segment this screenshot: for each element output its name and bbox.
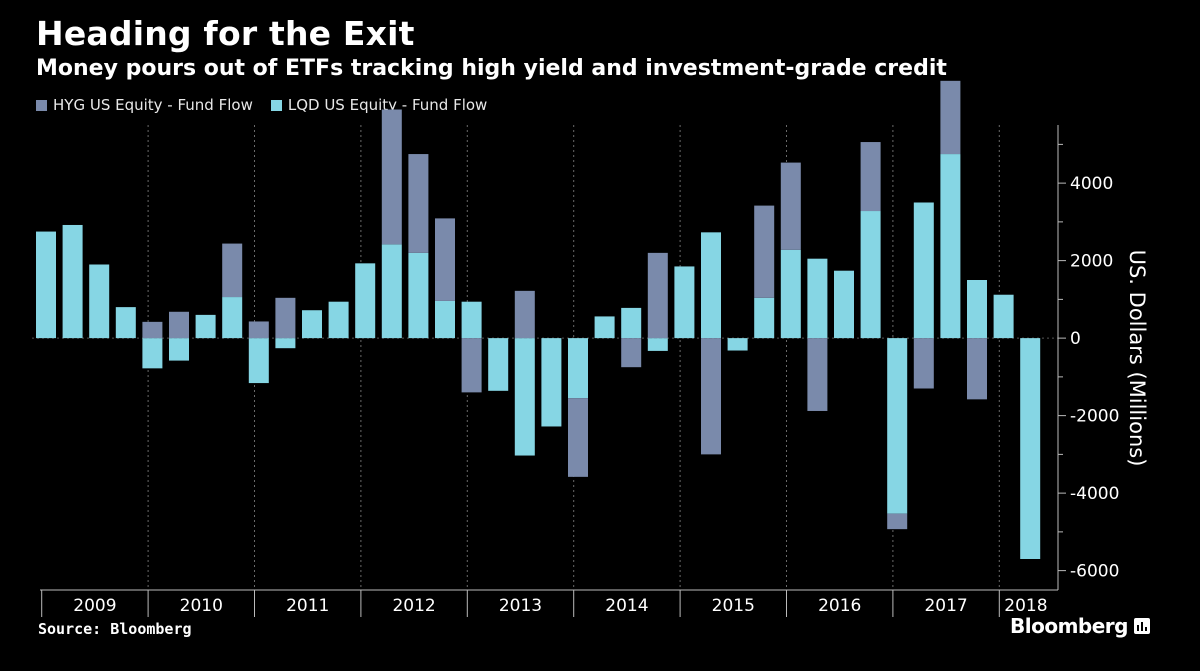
bar-lqd	[594, 316, 615, 339]
bar-lqd	[887, 338, 908, 514]
bar-hyg	[142, 321, 163, 339]
bar-lqd	[754, 297, 775, 339]
bar-lqd	[461, 301, 482, 339]
x-tick-label: 2012	[392, 596, 435, 616]
bar-lqd	[169, 338, 189, 361]
bar-lqd	[408, 252, 429, 339]
bar-hyg	[222, 243, 243, 298]
bar-hyg	[647, 252, 668, 339]
bar-hyg	[461, 338, 482, 393]
bar-hyg	[568, 398, 588, 477]
bar-hyg	[435, 218, 455, 301]
legend-label-lqd: LQD US Equity - Fund Flow	[287, 96, 488, 114]
bar-lqd	[302, 310, 322, 339]
x-tick-label: 2015	[712, 596, 755, 616]
y-tick-label: -4000	[1070, 484, 1119, 504]
bar-lqd	[993, 294, 1014, 339]
bar-lqd	[248, 338, 269, 384]
bar-lqd	[36, 231, 56, 339]
x-tick-label: 2018	[1004, 596, 1047, 616]
bar-lqd	[514, 338, 535, 456]
source-note: Source: Bloomberg	[38, 620, 192, 638]
bar-lqd	[89, 264, 110, 339]
bar-hyg	[408, 154, 429, 253]
bar-lqd	[381, 244, 402, 339]
bar-lqd	[568, 338, 588, 399]
y-tick-label: 0	[1070, 329, 1081, 349]
bar-hyg	[780, 162, 801, 250]
x-tick-label: 2016	[818, 596, 861, 616]
chart-title: Heading for the Exit	[36, 14, 415, 53]
bar-hyg	[275, 297, 296, 339]
bar-lqd	[62, 224, 83, 339]
y-tick-label: 4000	[1070, 174, 1113, 194]
bar-lqd	[967, 280, 987, 339]
bar-hyg	[514, 290, 535, 339]
legend-swatch-lqd	[270, 99, 282, 111]
brand-logo: Bloomberg	[1010, 614, 1150, 638]
bar-lqd	[621, 307, 642, 339]
legend-swatch-hyg	[36, 99, 47, 111]
brand-name: Bloomberg	[1010, 614, 1128, 638]
x-tick-label: 2010	[180, 596, 223, 616]
bar-lqd	[1020, 338, 1041, 559]
bar-lqd	[860, 211, 881, 339]
x-tick-label: 2011	[286, 596, 329, 616]
bar-lqd	[195, 314, 216, 339]
bar-lqd	[275, 338, 296, 349]
bar-lqd	[727, 338, 748, 351]
bar-lqd	[647, 338, 668, 351]
x-tick-label: 2009	[73, 596, 116, 616]
bar-hyg	[940, 80, 961, 155]
chart-subtitle: Money pours out of ETFs tracking high yi…	[36, 56, 947, 81]
y-axis-label: US. Dollars (Millions)	[1125, 250, 1149, 467]
bar-hyg	[860, 142, 881, 212]
bar-hyg	[169, 311, 189, 339]
x-tick-label: 2014	[605, 596, 648, 616]
legend-label-hyg: HYG US Equity - Fund Flow	[53, 96, 253, 114]
bar-lqd	[940, 154, 961, 339]
bar-lqd	[541, 338, 562, 427]
bar-hyg	[381, 109, 402, 245]
bar-lqd	[142, 338, 163, 369]
bar-hyg	[248, 321, 269, 339]
x-tick-label: 2013	[499, 596, 542, 616]
bar-hyg	[701, 338, 721, 455]
bar-lqd	[328, 301, 349, 339]
bar-hyg	[754, 205, 775, 298]
x-tick-label: 2017	[924, 596, 967, 616]
y-tick-label: -6000	[1070, 562, 1119, 582]
bar-hyg	[887, 513, 908, 530]
bar-lqd	[780, 249, 801, 339]
bar-lqd	[115, 307, 136, 339]
bar-lqd	[355, 263, 376, 339]
bar-lqd	[913, 202, 934, 339]
legend-item-hyg: HYG US Equity - Fund Flow	[36, 96, 253, 114]
bar-lqd	[807, 258, 828, 339]
bar-hyg	[807, 338, 828, 411]
bar-lqd	[701, 232, 721, 339]
bar-lqd	[222, 297, 243, 339]
bar-chart-icon	[1133, 618, 1150, 634]
bar-lqd	[435, 300, 455, 339]
bar-lqd	[488, 338, 509, 391]
bar-hyg	[913, 338, 934, 389]
bar-hyg	[967, 338, 987, 400]
bar-lqd	[834, 270, 854, 339]
y-tick-label: -2000	[1070, 407, 1119, 427]
y-tick-label: 2000	[1070, 252, 1113, 272]
legend: HYG US Equity - Fund Flow LQD US Equity …	[36, 96, 487, 114]
bar-hyg	[621, 338, 642, 368]
legend-item-lqd: LQD US Equity - Fund Flow	[270, 96, 488, 114]
bar-lqd	[674, 266, 695, 339]
